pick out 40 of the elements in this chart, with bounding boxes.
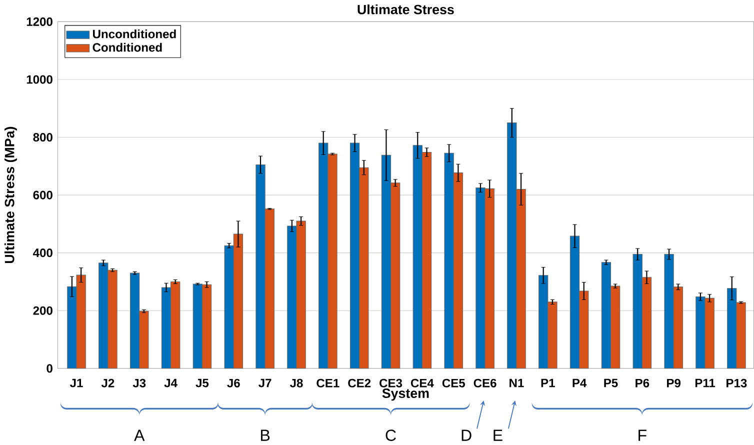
x-tick-label: P1 [541, 378, 555, 387]
text: A [134, 430, 145, 441]
x-tick-label: J4 [164, 378, 178, 388]
x-tick-label: J6 [227, 378, 240, 388]
x-tick-label: J2 [101, 378, 114, 388]
x-tick-label: CE5 [442, 378, 465, 388]
text: E [494, 430, 502, 441]
text: C [386, 429, 396, 441]
y-tick-label: 1200 [26, 17, 52, 26]
legend-label: Conditioned [92, 42, 162, 52]
text: F [638, 430, 646, 441]
x-tick-label: P9 [667, 378, 681, 388]
x-axis-title: System [382, 388, 429, 400]
x-tick-label: CE2 [348, 378, 371, 388]
x-tick-label: J3 [132, 378, 146, 388]
y-tick-label: 0 [46, 364, 52, 372]
y-axis-title: Ultimate Stress (MPa) [4, 126, 17, 263]
x-tick-label: J7 [258, 378, 272, 388]
x-tick-label: J8 [290, 378, 303, 388]
x-tick-label: CE6 [474, 378, 496, 388]
text: D [462, 430, 472, 441]
x-tick-label: N1 [510, 378, 524, 387]
chart-title: Ultimate Stress [358, 4, 454, 14]
x-tick-label: J5 [196, 378, 209, 388]
x-tick-label: P5 [604, 378, 618, 388]
x-tick-label: J1 [70, 378, 83, 388]
y-tick-label: 1000 [26, 74, 52, 84]
legend-label: Unconditioned [93, 29, 176, 38]
text: B [261, 430, 270, 441]
y-tick-label: 200 [33, 306, 52, 315]
x-tick-label: CE1 [316, 378, 340, 388]
x-tick-label: P4 [572, 378, 587, 387]
x-tick-label: P13 [726, 378, 747, 388]
x-tick-label: CE4 [410, 378, 434, 388]
y-tick-label: 800 [33, 132, 52, 142]
y-tick-label: 400 [33, 248, 52, 257]
x-tick-label: CE3 [380, 378, 402, 388]
x-tick-label: P6 [636, 378, 650, 388]
x-tick-label: P11 [695, 378, 716, 387]
y-tick-label: 600 [33, 190, 52, 200]
